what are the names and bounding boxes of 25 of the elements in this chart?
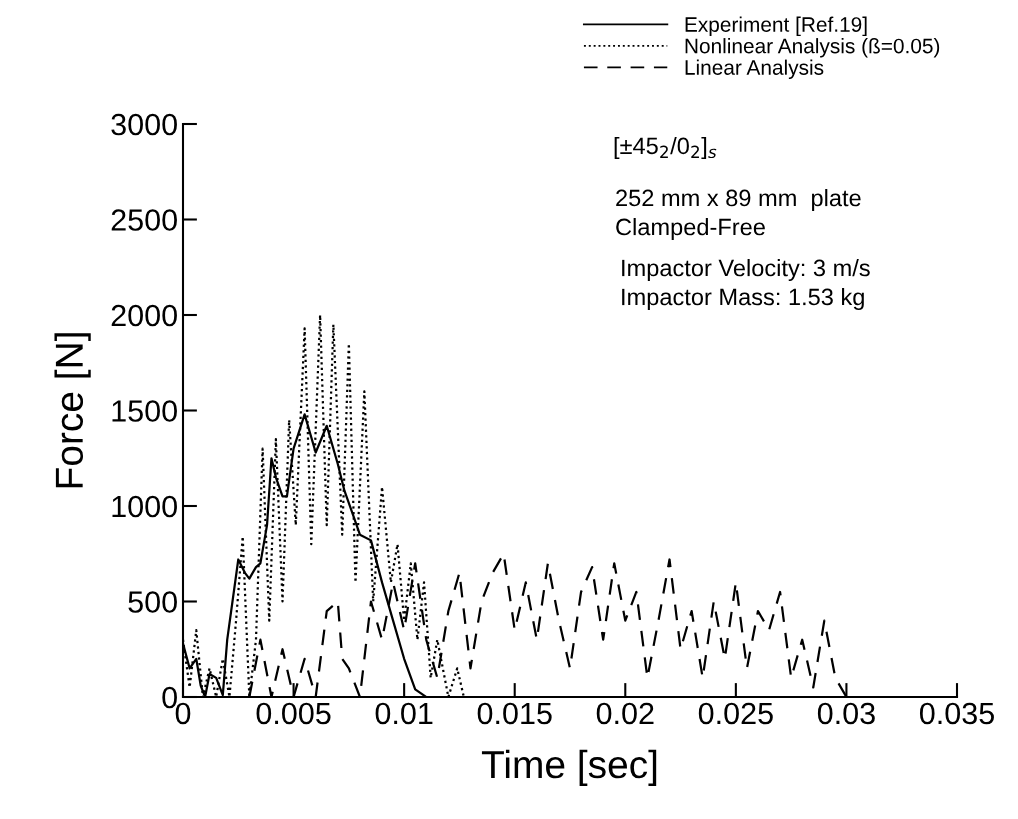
legend-label: Experiment [Ref.19] bbox=[685, 16, 867, 36]
y-tick-label: 500 bbox=[128, 591, 177, 613]
x-tick-label: 0.015 bbox=[477, 702, 552, 725]
x-axis-title: Time [sec] bbox=[481, 749, 657, 787]
y-tick-label: 1000 bbox=[112, 495, 177, 518]
x-tick-label: 0.035 bbox=[919, 702, 994, 725]
y-tick-label: 1500 bbox=[112, 400, 177, 422]
annotation: 252 mm x 89 mm plate bbox=[616, 189, 861, 211]
y-tick-label: 3000 bbox=[111, 113, 177, 136]
annotation: Impactor Mass: 1.53 kg bbox=[622, 287, 864, 310]
annotation: [±45$_{2}$/0$_{2}$]$_{s}$ bbox=[614, 136, 717, 159]
y-tick-label: 2000 bbox=[111, 304, 177, 327]
x-tick-label: 0.01 bbox=[375, 702, 433, 725]
annotation: Clamped-Free bbox=[616, 218, 765, 240]
x-tick-label: 0.03 bbox=[817, 702, 875, 725]
y-tick-label: 2500 bbox=[111, 209, 177, 231]
x-tick-label: 0.005 bbox=[256, 702, 331, 725]
x-tick-label: 0.025 bbox=[698, 702, 773, 725]
annotation: Impactor Velocity: 3 m/s bbox=[622, 259, 870, 282]
x-tick-label: 0.02 bbox=[596, 702, 654, 725]
legend-label: Nonlinear Analysis (ß=0.05) bbox=[685, 38, 940, 58]
y-axis-title: Force [N] bbox=[54, 333, 91, 488]
y-tick-label: 0 bbox=[162, 686, 177, 709]
x-tick-label: 0 bbox=[175, 702, 191, 725]
legend-label: Linear Analysis bbox=[685, 59, 824, 80]
